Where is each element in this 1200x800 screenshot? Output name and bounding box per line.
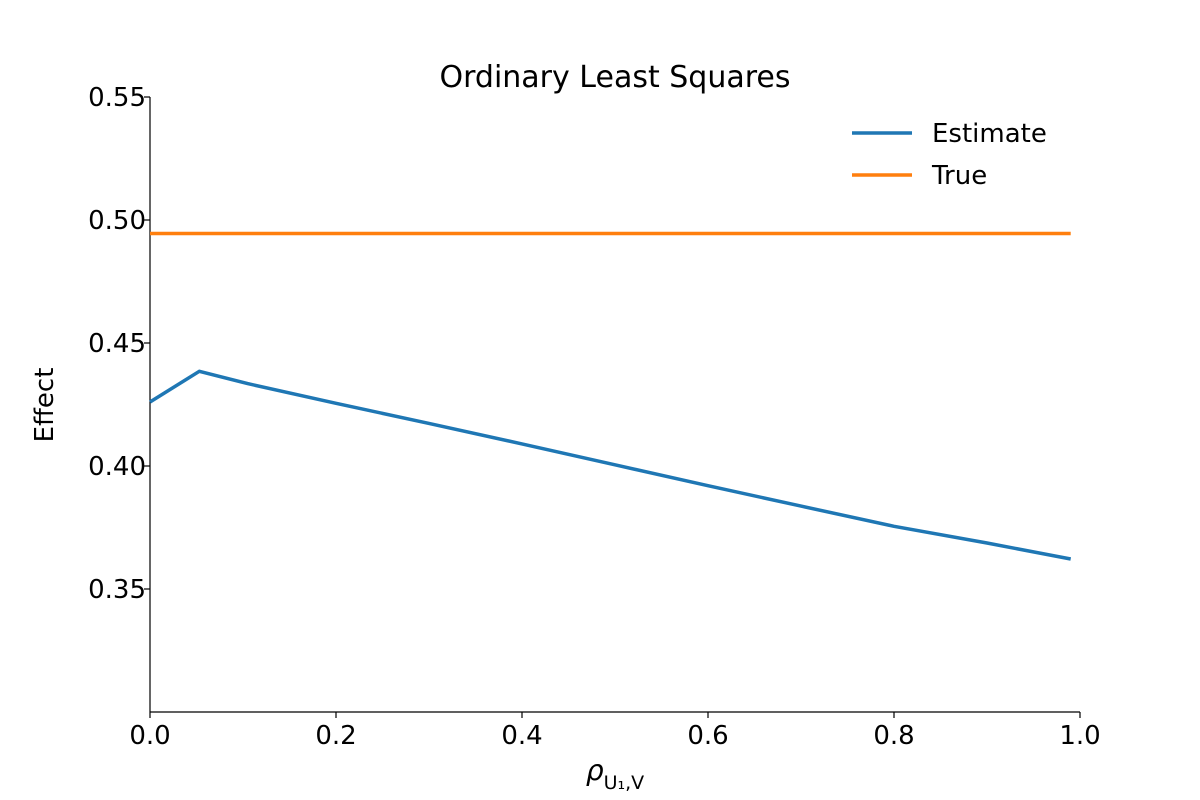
y-tick-label-4: 0.55 bbox=[88, 83, 146, 113]
legend-label-true: True bbox=[931, 161, 987, 191]
y-tick-label-3: 0.50 bbox=[88, 206, 146, 236]
y-tick-label-2: 0.45 bbox=[88, 329, 146, 359]
x-tick-label-1: 0.2 bbox=[315, 721, 356, 751]
x-tick-label-2: 0.4 bbox=[501, 721, 542, 751]
legend-label-estimate: Estimate bbox=[932, 119, 1047, 149]
x-axis-label: ρU₁,V bbox=[586, 754, 644, 794]
y-ticks: 0.35 0.40 0.45 0.50 0.55 bbox=[88, 83, 150, 605]
x-axis-label-sub: U₁,V bbox=[604, 772, 645, 794]
x-ticks: 0.0 0.2 0.4 0.6 0.8 1.0 bbox=[129, 712, 1101, 751]
chart-title: Ordinary Least Squares bbox=[439, 60, 790, 95]
x-tick-label-4: 0.8 bbox=[873, 721, 914, 751]
x-tick-label-5: 1.0 bbox=[1059, 721, 1100, 751]
y-tick-label-1: 0.40 bbox=[88, 452, 146, 482]
series-line-estimate bbox=[149, 369, 1072, 561]
x-tick-label-0: 0.0 bbox=[129, 721, 170, 751]
legend: Estimate True bbox=[852, 119, 1047, 191]
svg-text:ρU₁,V: ρU₁,V bbox=[586, 754, 644, 794]
x-tick-label-3: 0.6 bbox=[687, 721, 728, 751]
x-axis-label-rho: ρ bbox=[586, 754, 604, 787]
y-axis-label: Effect bbox=[30, 368, 60, 443]
series-layer bbox=[149, 231, 1072, 561]
y-tick-label-0: 0.35 bbox=[88, 575, 146, 605]
